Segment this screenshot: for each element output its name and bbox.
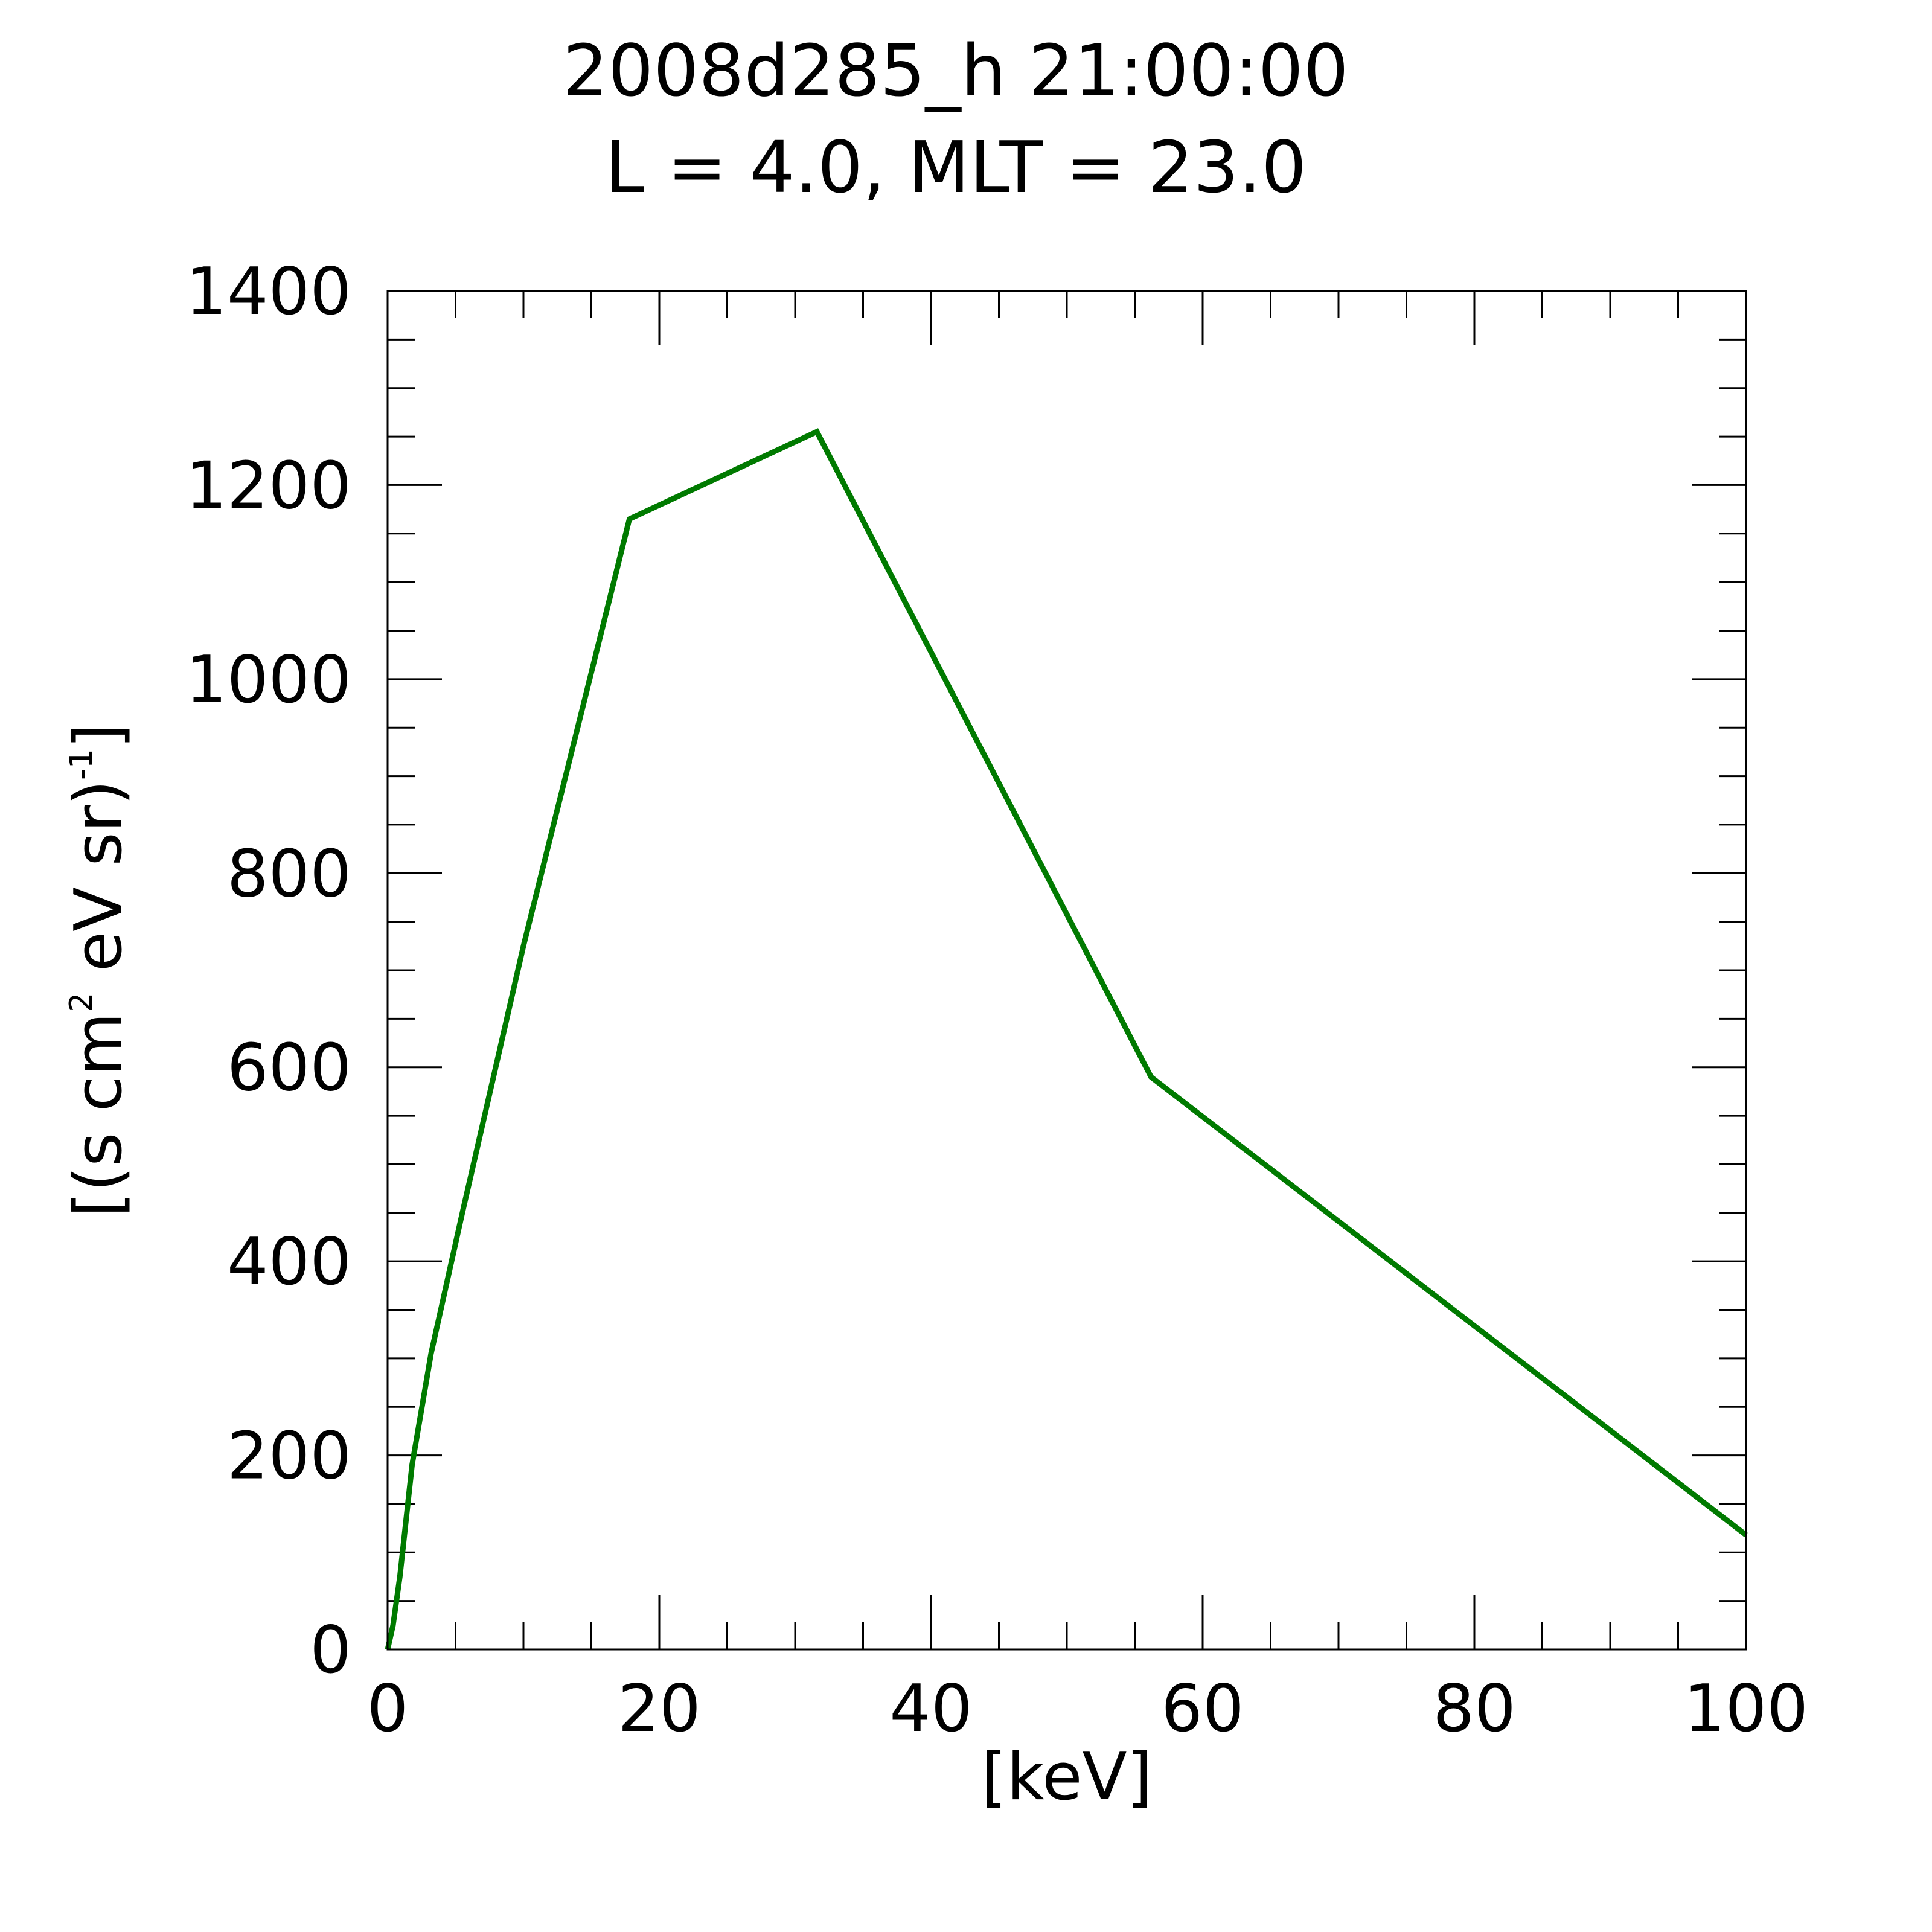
- x-axis-label: [keV]: [981, 1739, 1152, 1815]
- chart-subtitle: L = 4.0, MLT = 23.0: [605, 126, 1307, 209]
- y-tick-label: 1400: [185, 254, 351, 330]
- x-tick-label: 60: [1161, 1671, 1244, 1747]
- series-layer: [385, 428, 1748, 1650]
- y-tick-label: 200: [227, 1419, 351, 1494]
- y-axis-label-part3: ]: [61, 723, 136, 749]
- y-tick-label: 400: [227, 1224, 351, 1300]
- x-tick-label: 80: [1433, 1671, 1515, 1747]
- y-tick-label: 0: [310, 1613, 351, 1688]
- chart-title: 2008d285_h 21:00:00: [563, 29, 1349, 112]
- x-tick-label: 100: [1684, 1671, 1808, 1747]
- y-tick-label: 1000: [185, 642, 351, 718]
- x-tick-label: 40: [889, 1671, 972, 1747]
- y-tick-label: 600: [227, 1031, 351, 1106]
- y-tick-label: 1200: [185, 448, 351, 523]
- x-tick-label: 20: [618, 1671, 700, 1747]
- y-axis-label-sup1: 2: [63, 993, 100, 1012]
- y-axis-label-part2: eV sr): [61, 780, 136, 993]
- y-tick-label: 800: [227, 836, 351, 912]
- plot-frame: [386, 290, 1747, 1651]
- y-axis-label-sup2: -1: [63, 749, 100, 780]
- y-tick-labels: 0 200 400 600 800 1000 1200 1400: [185, 254, 351, 1688]
- x-tick-labels: 0 20 40 60 80 100: [367, 1671, 1808, 1747]
- axis-ticks: [386, 290, 1747, 1651]
- y-axis-label-part1: [(s cm: [61, 1012, 136, 1217]
- y-axis-label: [(s cm2 eV sr)-1]: [61, 723, 136, 1217]
- x-tick-label: 0: [367, 1671, 409, 1747]
- series-line: [385, 428, 1748, 1650]
